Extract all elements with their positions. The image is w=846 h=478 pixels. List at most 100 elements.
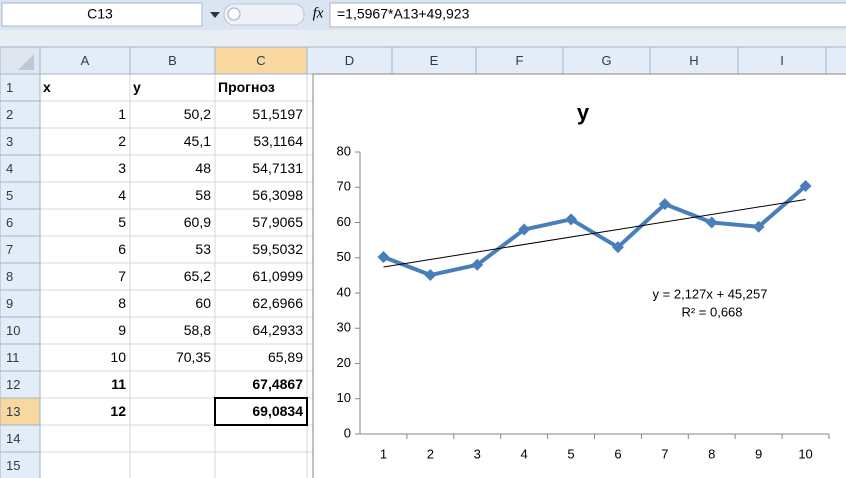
name-box[interactable] — [1, 2, 203, 27]
cell-text[interactable]: 69,0834 — [252, 403, 303, 419]
cell-text[interactable]: 3 — [118, 160, 126, 176]
x-tick-label: 6 — [614, 446, 621, 461]
row-header-label: 14 — [6, 431, 20, 446]
row-header[interactable] — [0, 370, 41, 399]
chart-title: y — [577, 100, 590, 125]
column-header-label: C — [256, 53, 265, 68]
row-header-label: 2 — [6, 107, 13, 122]
cell-text[interactable]: 4 — [118, 187, 126, 203]
trendline-equation: y = 2,127x + 45,257 — [653, 286, 768, 301]
column-header[interactable] — [39, 46, 131, 75]
cancel-button[interactable] — [227, 7, 241, 21]
column-header[interactable] — [306, 46, 393, 75]
row-header[interactable] — [0, 289, 41, 318]
cell-text[interactable]: 9 — [118, 322, 126, 338]
row-header[interactable] — [0, 343, 41, 372]
cell-text[interactable]: x — [43, 79, 51, 95]
cell-text[interactable]: 12 — [110, 403, 126, 419]
row-header[interactable] — [0, 451, 41, 478]
data-point — [471, 258, 484, 271]
cell-text[interactable]: 5 — [118, 214, 126, 230]
formula-input[interactable] — [329, 2, 846, 28]
cell-text[interactable]: Прогноз — [218, 79, 275, 95]
column-header[interactable] — [649, 46, 739, 75]
cell-text[interactable]: 48 — [195, 160, 211, 176]
row-header[interactable] — [0, 424, 41, 453]
cell-text[interactable]: 2 — [118, 133, 126, 149]
y-tick-label: 10 — [337, 390, 351, 405]
row-header-label: 9 — [6, 296, 13, 311]
cell-text[interactable]: 58 — [195, 187, 211, 203]
x-tick-label: 3 — [474, 446, 481, 461]
cell-text[interactable]: 70,35 — [176, 349, 211, 365]
cell-text[interactable]: 58,8 — [184, 322, 211, 338]
x-tick-label: 10 — [798, 446, 812, 461]
cell-text[interactable]: 67,4867 — [252, 376, 303, 392]
row-header-label: 11 — [6, 350, 20, 365]
column-header[interactable] — [129, 46, 216, 75]
cell-text[interactable]: 65,2 — [184, 268, 211, 284]
y-tick-label: 20 — [337, 355, 351, 370]
cell-text[interactable]: y — [133, 79, 141, 95]
cell-text[interactable]: 61,0999 — [252, 268, 303, 284]
cell-text[interactable]: 56,3098 — [252, 187, 303, 203]
cell-text[interactable]: 53 — [195, 241, 211, 257]
selected-cell — [214, 397, 308, 426]
row-header-label: 4 — [6, 161, 13, 176]
row-header-label: 5 — [6, 188, 13, 203]
row-header-label: 7 — [6, 242, 13, 257]
trendline-r2: R² = 0,668 — [681, 304, 742, 319]
x-tick-label: 1 — [380, 446, 387, 461]
data-point — [705, 216, 718, 229]
cell-text[interactable]: 64,2933 — [252, 322, 303, 338]
cell-text[interactable]: 45,1 — [184, 133, 211, 149]
cell-text[interactable]: 50,2 — [184, 106, 211, 122]
row-header-label: 8 — [6, 269, 13, 284]
formula-text: =1,5967*A13+49,923 — [337, 6, 470, 22]
cell-text[interactable]: 8 — [118, 295, 126, 311]
dropdown-arrow[interactable] — [210, 12, 220, 18]
data-point — [658, 198, 671, 211]
data-point — [799, 180, 812, 193]
column-header — [825, 46, 846, 75]
cell-text[interactable]: 65,89 — [268, 349, 303, 365]
column-header-label: I — [780, 53, 784, 68]
cell-text[interactable]: 10 — [110, 349, 126, 365]
x-tick-label: 4 — [521, 446, 528, 461]
column-header-label: A — [81, 53, 90, 68]
select-all[interactable] — [18, 54, 34, 70]
column-header-label: D — [345, 53, 354, 68]
y-tick-label: 40 — [337, 284, 351, 299]
cell-text[interactable]: 60 — [195, 295, 211, 311]
name-box-text: C13 — [87, 6, 113, 22]
cell-text[interactable]: 1 — [118, 106, 126, 122]
column-header[interactable] — [562, 46, 651, 75]
cell-text[interactable]: 60,9 — [184, 214, 211, 230]
cell-text[interactable]: 11 — [111, 376, 126, 392]
cell-text[interactable]: 51,5197 — [252, 106, 303, 122]
row-header-label: 12 — [6, 377, 20, 392]
toolbar-gap — [0, 30, 846, 47]
cell-text[interactable]: 6 — [118, 241, 126, 257]
data-point — [377, 251, 390, 264]
column-header-label: G — [601, 53, 611, 68]
cell-text[interactable]: 7 — [118, 268, 126, 284]
x-tick-label: 8 — [708, 446, 715, 461]
column-header[interactable] — [214, 46, 308, 75]
cell-text[interactable]: 54,7131 — [252, 160, 303, 176]
cell-text[interactable]: 62,6966 — [252, 295, 303, 311]
cell-text[interactable]: 59,5032 — [252, 241, 303, 257]
row-header-label: 1 — [6, 80, 13, 95]
data-point — [565, 213, 578, 226]
row-header-label: 3 — [6, 134, 13, 149]
cell-text[interactable]: 53,1164 — [253, 133, 303, 149]
row-header-label: 13 — [6, 404, 20, 419]
data-point — [611, 241, 624, 254]
cell-text[interactable]: 57,9065 — [252, 214, 303, 230]
fx-icon[interactable]: fx — [313, 5, 324, 21]
y-tick-label: 70 — [337, 179, 351, 194]
row-header[interactable] — [0, 262, 41, 291]
row-header[interactable] — [0, 235, 41, 264]
column-header-label: H — [689, 53, 698, 68]
